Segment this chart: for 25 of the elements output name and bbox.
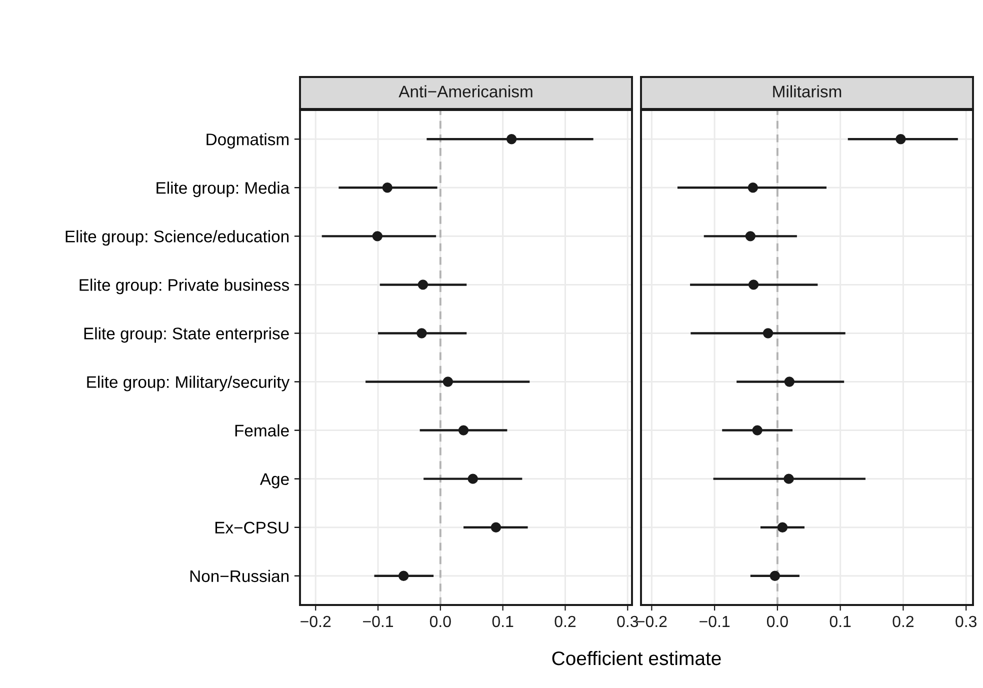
y-tick-label: Elite group: Military/security [87,376,290,392]
x-tick-label: −0.1 [363,616,393,628]
x-axis-title: Coefficient estimate [552,650,721,666]
y-tick-label: Female [235,424,289,436]
y-tick-label: Elite group: Media [156,182,290,198]
y-tick-label: Elite group: Private business [80,278,289,294]
chart-title: Militarism [773,85,842,98]
x-tick-label: 0.3 [956,616,976,628]
y-tick-label: Non−Russian [190,570,289,582]
x-tick-label: 0.1 [492,616,514,628]
chart-title: Anti−Americanism [398,85,532,98]
x-tick-label: −0.2 [636,616,667,628]
x-tick-label: 0.2 [554,616,576,628]
x-tick-label: 0.2 [892,616,914,628]
y-tick-label: Elite group: State enterprise [84,327,289,343]
y-tick-label: Elite group: Science/education [66,230,289,246]
x-tick-label: 0.0 [766,616,788,628]
x-tick-label: 0.3 [617,616,638,628]
y-tick-label: Ex−CPSU [215,522,288,534]
y-tick-label: Dogmatism [206,133,288,149]
y-tick-label: Age [260,473,289,488]
x-tick-label: −0.2 [300,616,331,628]
x-tick-label: 0.1 [830,616,851,628]
x-tick-label: −0.1 [700,616,730,628]
x-tick-label: 0.0 [430,616,451,628]
